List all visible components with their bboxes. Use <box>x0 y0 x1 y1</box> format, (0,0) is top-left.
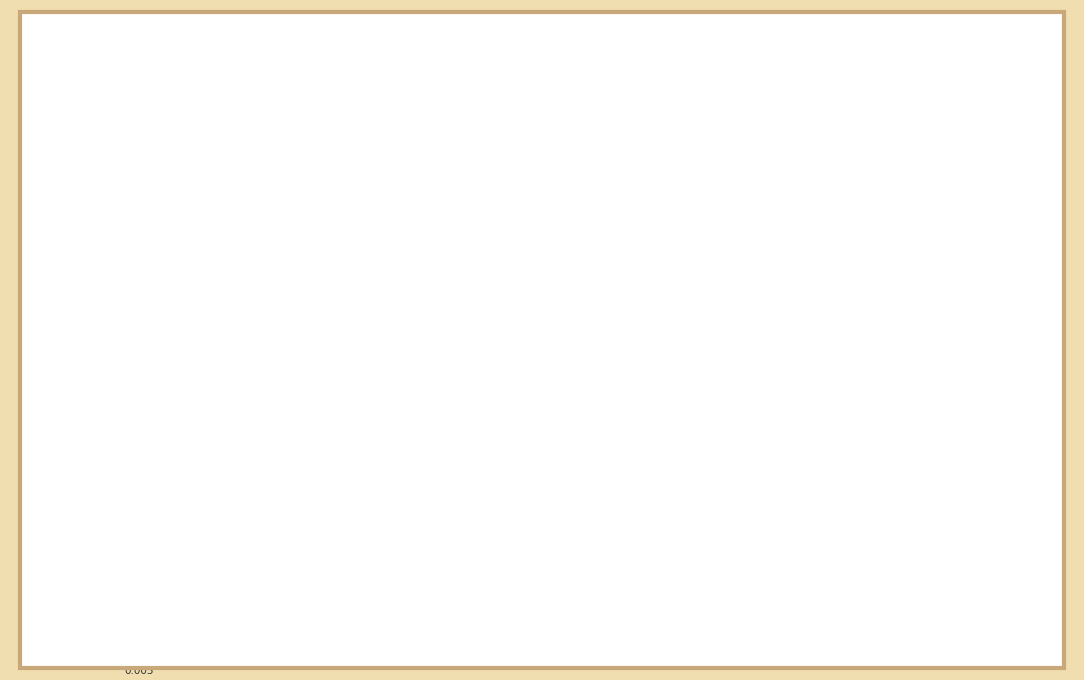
Text: Barbarea verna: Barbarea verna <box>715 288 814 299</box>
Text: Lepidium virginicum: Lepidium virginicum <box>715 322 849 333</box>
Text: Lobularia maritima: Lobularia maritima <box>715 357 840 368</box>
Text: Aethionemea: Aethionemea <box>933 579 1012 592</box>
Text: Draba nemorosa: Draba nemorosa <box>715 391 821 402</box>
Text: Lepidieae: Lepidieae <box>933 322 991 335</box>
Text: 100: 100 <box>465 554 481 562</box>
Text: 100: 100 <box>451 111 467 120</box>
Text: 79: 79 <box>361 424 372 433</box>
Text: Arabideae: Arabideae <box>933 407 994 420</box>
Text: 100: 100 <box>299 260 315 269</box>
Text: Pachycladon enysii: Pachycladon enysii <box>715 185 837 196</box>
Text: 100: 100 <box>545 381 562 390</box>
Text: 100: 100 <box>579 485 595 494</box>
Text: Carica papaya: Carica papaya <box>715 632 805 643</box>
Text: 52: 52 <box>413 152 425 160</box>
Text: Microlepidieae: Microlepidieae <box>933 201 1020 214</box>
Text: Crucihimalaya wallichii: Crucihimalaya wallichii <box>715 150 866 162</box>
Text: 100: 100 <box>569 38 585 47</box>
Text: Cardamineae: Cardamineae <box>933 270 1012 283</box>
Text: Crucihimalayeae: Crucihimalayeae <box>933 150 1033 163</box>
Text: Arabis hirsuta: Arabis hirsuta <box>715 426 806 437</box>
Text: 99: 99 <box>428 373 439 382</box>
Text: 100: 100 <box>513 476 529 485</box>
Text: Camelineae: Camelineae <box>933 64 1004 77</box>
Text: Nasturtium officinale: Nasturtium officinale <box>715 254 853 265</box>
Text: Brassica rapa: Brassica rapa <box>715 528 802 540</box>
Text: Arabidopsis thaliana: Arabidopsis thaliana <box>715 82 848 92</box>
Text: Aethionema grandiflorum: Aethionema grandiflorum <box>715 597 881 609</box>
Text: Aethionema cordifolium: Aethionema cordifolium <box>715 563 870 574</box>
Text: Brassiceae: Brassiceae <box>933 493 998 506</box>
Text: 100: 100 <box>465 261 481 270</box>
Text: 100: 100 <box>370 206 387 216</box>
Text: 100: 100 <box>569 175 585 184</box>
Text: Olimarabidopsis pumila: Olimarabidopsis pumila <box>715 116 868 127</box>
Text: Alysseae: Alysseae <box>933 356 986 369</box>
Text: 100: 100 <box>541 244 557 253</box>
Text: Raphanus sativus: Raphanus sativus <box>715 460 828 471</box>
Text: 87: 87 <box>513 81 524 90</box>
Text: 0.005: 0.005 <box>125 666 154 676</box>
Text: Pachycladon cheesemanii: Pachycladon cheesemanii <box>715 219 879 231</box>
Text: Capsella bursa-pastoris: Capsella bursa-pastoris <box>715 48 866 58</box>
Text: Brassica napus: Brassica napus <box>715 494 812 505</box>
Text: Alyssopsideae: Alyssopsideae <box>933 115 1018 128</box>
